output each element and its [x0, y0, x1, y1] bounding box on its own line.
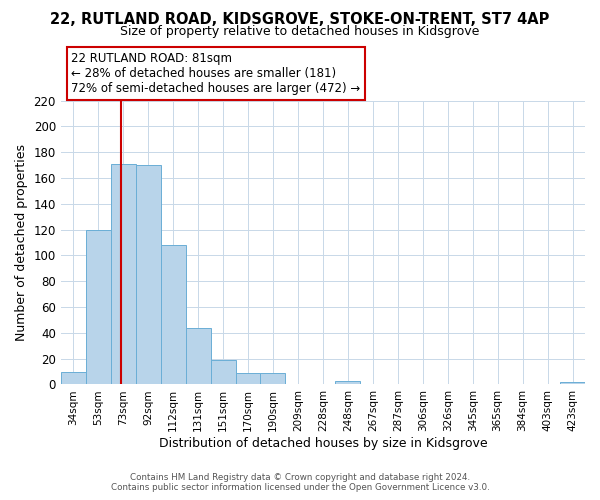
Bar [236, 373, 260, 384]
Y-axis label: Number of detached properties: Number of detached properties [15, 144, 28, 341]
Bar [111, 164, 136, 384]
X-axis label: Distribution of detached houses by size in Kidsgrove: Distribution of detached houses by size … [158, 437, 487, 450]
Text: Contains HM Land Registry data © Crown copyright and database right 2024.
Contai: Contains HM Land Registry data © Crown c… [110, 473, 490, 492]
Bar [260, 373, 286, 384]
Bar [211, 360, 236, 384]
Bar [161, 245, 185, 384]
Bar [61, 372, 86, 384]
Bar [560, 382, 585, 384]
Bar [185, 328, 211, 384]
Bar [335, 380, 361, 384]
Text: 22, RUTLAND ROAD, KIDSGROVE, STOKE-ON-TRENT, ST7 4AP: 22, RUTLAND ROAD, KIDSGROVE, STOKE-ON-TR… [50, 12, 550, 28]
Text: 22 RUTLAND ROAD: 81sqm
← 28% of detached houses are smaller (181)
72% of semi-de: 22 RUTLAND ROAD: 81sqm ← 28% of detached… [71, 52, 361, 95]
Bar [86, 230, 111, 384]
Bar [136, 165, 161, 384]
Text: Size of property relative to detached houses in Kidsgrove: Size of property relative to detached ho… [121, 25, 479, 38]
